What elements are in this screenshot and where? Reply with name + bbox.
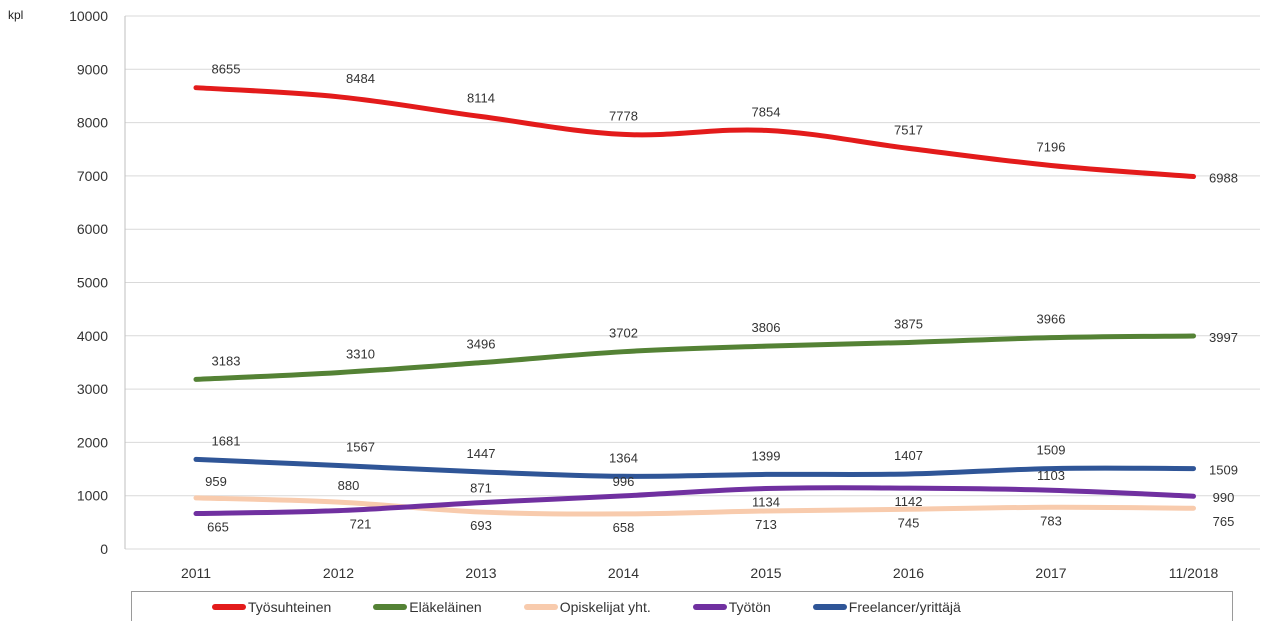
data-label: 3183 [212,353,241,368]
data-label: 3806 [752,320,781,335]
legend-swatch [692,603,727,610]
x-tick-label: 2011 [181,565,211,581]
data-label: 3966 [1037,312,1066,327]
y-tick-label: 7000 [77,168,108,184]
data-label: 8114 [467,91,495,106]
series-line-eläkeläinen [193,333,1196,382]
y-tick-label: 9000 [77,61,108,77]
data-label: 745 [898,515,920,530]
data-label: 783 [1040,513,1062,528]
data-label: 3310 [346,347,375,362]
legend-swatch [523,603,558,610]
legend-item: Freelancer/yrittäjä [812,598,961,615]
data-label: 996 [613,474,635,489]
series-line-työtön [193,485,1196,517]
legend-label: Työtön [728,598,771,615]
x-tick-label: 2016 [893,565,924,581]
y-axis-unit-label: kpl [8,8,24,22]
data-label: 3875 [894,316,923,331]
data-label: 1103 [1037,468,1065,483]
data-label: 1567 [346,439,375,454]
data-label: 3997 [1209,330,1238,345]
data-label: 713 [755,517,777,532]
y-tick-label: 2000 [77,434,108,450]
legend-item: Eläkeläinen [373,598,482,615]
y-tick-label: 1000 [77,488,108,504]
y-tick-label: 8000 [77,115,108,131]
data-label: 1447 [467,446,496,461]
data-label: 8655 [212,62,241,77]
data-label: 880 [338,478,360,493]
data-label: 765 [1213,514,1235,529]
legend-label: Työsuhteinen [248,598,332,615]
data-label: 1364 [609,450,638,465]
data-label: 665 [207,520,229,535]
data-label: 721 [350,517,372,532]
data-label: 7517 [894,122,923,137]
x-tick-label: 2017 [1035,565,1066,581]
data-label: 1681 [212,433,241,448]
y-tick-label: 6000 [77,221,108,237]
data-label: 3702 [609,326,638,341]
data-label: 1509 [1037,443,1066,458]
data-label: 1509 [1209,463,1238,478]
legend-label: Freelancer/yrittäjä [848,598,961,615]
legend-swatch [373,603,408,610]
data-label: 658 [613,520,635,535]
series-line-opiskelijat-yht- [193,495,1196,517]
data-label: 1134 [752,495,780,510]
y-tick-label: 3000 [77,381,108,397]
y-tick-label: 4000 [77,328,108,344]
y-tick-label: 0 [100,541,108,557]
legend-swatch [812,603,847,610]
y-tick-label: 10000 [69,8,108,24]
legend-item: Työsuhteinen [212,599,331,615]
legend-label: Opiskelijat yht. [559,598,651,615]
legend-label: Eläkeläinen [409,598,482,615]
data-label: 7196 [1037,139,1066,154]
y-tick-label: 5000 [77,275,108,291]
data-label: 959 [205,474,227,489]
series-line-työsuhteinen [193,85,1196,180]
data-label: 1399 [752,448,781,463]
data-label: 1142 [895,494,923,509]
x-tick-label: 11/2018 [1169,565,1219,581]
data-label: 990 [1213,490,1235,505]
chart-legend: Työsuhteinen Eläkeläinen Opiskelijat yht. T… [131,591,1233,621]
data-label: 7854 [752,104,781,119]
x-tick-label: 2012 [323,565,354,581]
series-line-freelancer-yrittäjä [193,456,1196,479]
data-label: 1407 [894,448,923,463]
legend-swatch [212,603,246,610]
x-tick-label: 2013 [465,565,496,581]
data-label: 693 [470,518,492,533]
data-label: 6988 [1209,171,1238,186]
line-chart: 0 1000 2000 3000 4000 5000 6000 7000 8000 9000 100… [69,8,1260,581]
x-tick-label: 2015 [750,565,781,581]
data-label: 7778 [609,108,638,123]
data-label: 3496 [467,337,496,352]
data-label: 871 [470,481,492,496]
legend-item: Työtön [692,598,771,615]
x-tick-label: 2014 [608,565,639,581]
data-label: 8484 [346,71,375,86]
legend-item: Opiskelijat yht. [523,598,651,615]
